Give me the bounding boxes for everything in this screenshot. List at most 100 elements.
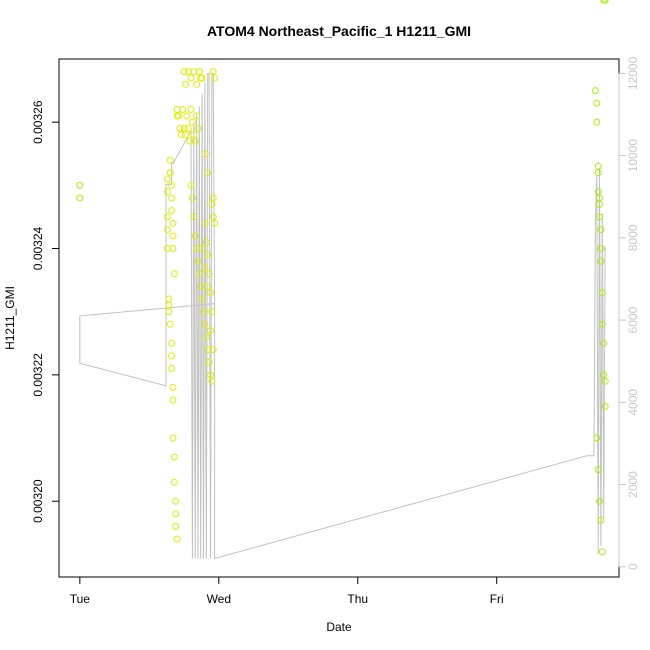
data-point	[597, 516, 605, 524]
y-right-tick-label: 0	[626, 563, 640, 570]
data-point	[193, 80, 201, 88]
y-left-tick-label: 0.00322	[31, 353, 45, 397]
data-point	[205, 270, 213, 278]
chart-title: ATOM4 Northeast_Pacific_1 H1211_GMI	[207, 23, 471, 39]
data-point	[170, 270, 178, 278]
data-point	[169, 219, 177, 227]
data-point	[211, 74, 219, 82]
data-point	[597, 245, 605, 252]
data-point	[204, 169, 212, 177]
data-point	[596, 213, 603, 221]
data-point	[201, 320, 209, 328]
data-point	[190, 213, 198, 221]
data-point	[600, 339, 608, 347]
data-point	[202, 333, 210, 341]
data-point	[207, 289, 214, 297]
data-point	[169, 396, 177, 404]
data-point	[591, 87, 599, 95]
data-point	[209, 194, 217, 202]
data-point	[180, 68, 188, 76]
data-point	[201, 219, 209, 227]
data-point	[168, 365, 176, 372]
x-tick-label: Tue	[70, 592, 91, 606]
data-point	[598, 289, 606, 297]
data-point	[172, 523, 180, 530]
data-points-layer	[76, 0, 609, 556]
data-point	[208, 308, 216, 316]
data-point	[166, 169, 174, 177]
data-point	[601, 402, 609, 410]
data-point	[165, 308, 173, 316]
data-point	[597, 226, 605, 234]
data-point	[207, 327, 214, 335]
data-point	[209, 68, 217, 76]
y-left-tick-label: 0.00324	[31, 226, 45, 270]
data-point	[182, 131, 189, 139]
data-point	[173, 535, 181, 543]
data-point	[187, 106, 195, 113]
data-point	[194, 257, 202, 265]
data-point	[600, 371, 608, 379]
data-point	[593, 434, 601, 442]
data-point	[193, 112, 201, 120]
data-point	[168, 339, 176, 347]
y-right-tick-label: 6000	[626, 306, 640, 333]
data-point	[169, 434, 177, 442]
data-point	[168, 207, 176, 215]
data-point	[200, 308, 207, 316]
data-point	[198, 245, 206, 252]
altitude-line	[79, 72, 606, 560]
data-point	[593, 99, 601, 107]
data-point	[165, 301, 173, 309]
data-point	[198, 295, 206, 303]
data-point	[170, 453, 178, 461]
data-point	[596, 497, 603, 505]
data-point	[169, 384, 177, 391]
data-point	[601, 0, 609, 4]
data-point	[172, 497, 180, 505]
x-tick-label: Fri	[490, 592, 504, 606]
x-axis-label: Date	[326, 620, 352, 634]
data-point	[208, 377, 216, 385]
data-point	[190, 131, 198, 139]
data-point	[204, 251, 212, 259]
data-point	[166, 320, 174, 328]
x-axis: Tue Wed Thu Fri	[70, 576, 504, 606]
data-point	[201, 264, 209, 271]
data-point	[168, 194, 176, 202]
x-tick-label: Wed	[207, 592, 231, 606]
y-axis-left: 0.00320 0.00322 0.00324 0.00326	[31, 100, 60, 523]
data-point	[601, 377, 609, 385]
y-axis-right: 0 2000 4000 6000 8000 10000 12000	[618, 56, 640, 570]
data-point	[176, 125, 184, 132]
data-point	[596, 200, 603, 208]
data-point	[207, 371, 214, 379]
data-point	[175, 112, 182, 120]
data-point	[593, 118, 601, 126]
data-point	[194, 125, 202, 132]
y-right-tick-label: 4000	[626, 389, 640, 416]
y-axis-label: H1211_GMI	[3, 286, 17, 350]
data-point	[195, 68, 203, 76]
data-point	[204, 282, 212, 290]
data-point	[188, 118, 196, 126]
y-right-tick-label: 8000	[626, 224, 640, 251]
data-point	[163, 188, 171, 196]
y-right-tick-label: 2000	[626, 471, 640, 498]
data-point	[169, 245, 177, 252]
y-left-tick-label: 0.00320	[31, 479, 45, 523]
data-point	[191, 137, 199, 145]
data-point	[169, 232, 177, 240]
altitude-line-layer	[79, 72, 606, 560]
data-point	[179, 106, 187, 113]
y-right-tick-label: 12000	[626, 56, 640, 90]
data-point	[163, 226, 171, 234]
data-point	[191, 232, 199, 240]
data-point	[594, 169, 602, 177]
data-point	[163, 213, 171, 221]
data-point	[197, 282, 205, 290]
plot-frame	[58, 58, 620, 578]
data-point	[597, 257, 605, 265]
data-point	[170, 478, 178, 486]
